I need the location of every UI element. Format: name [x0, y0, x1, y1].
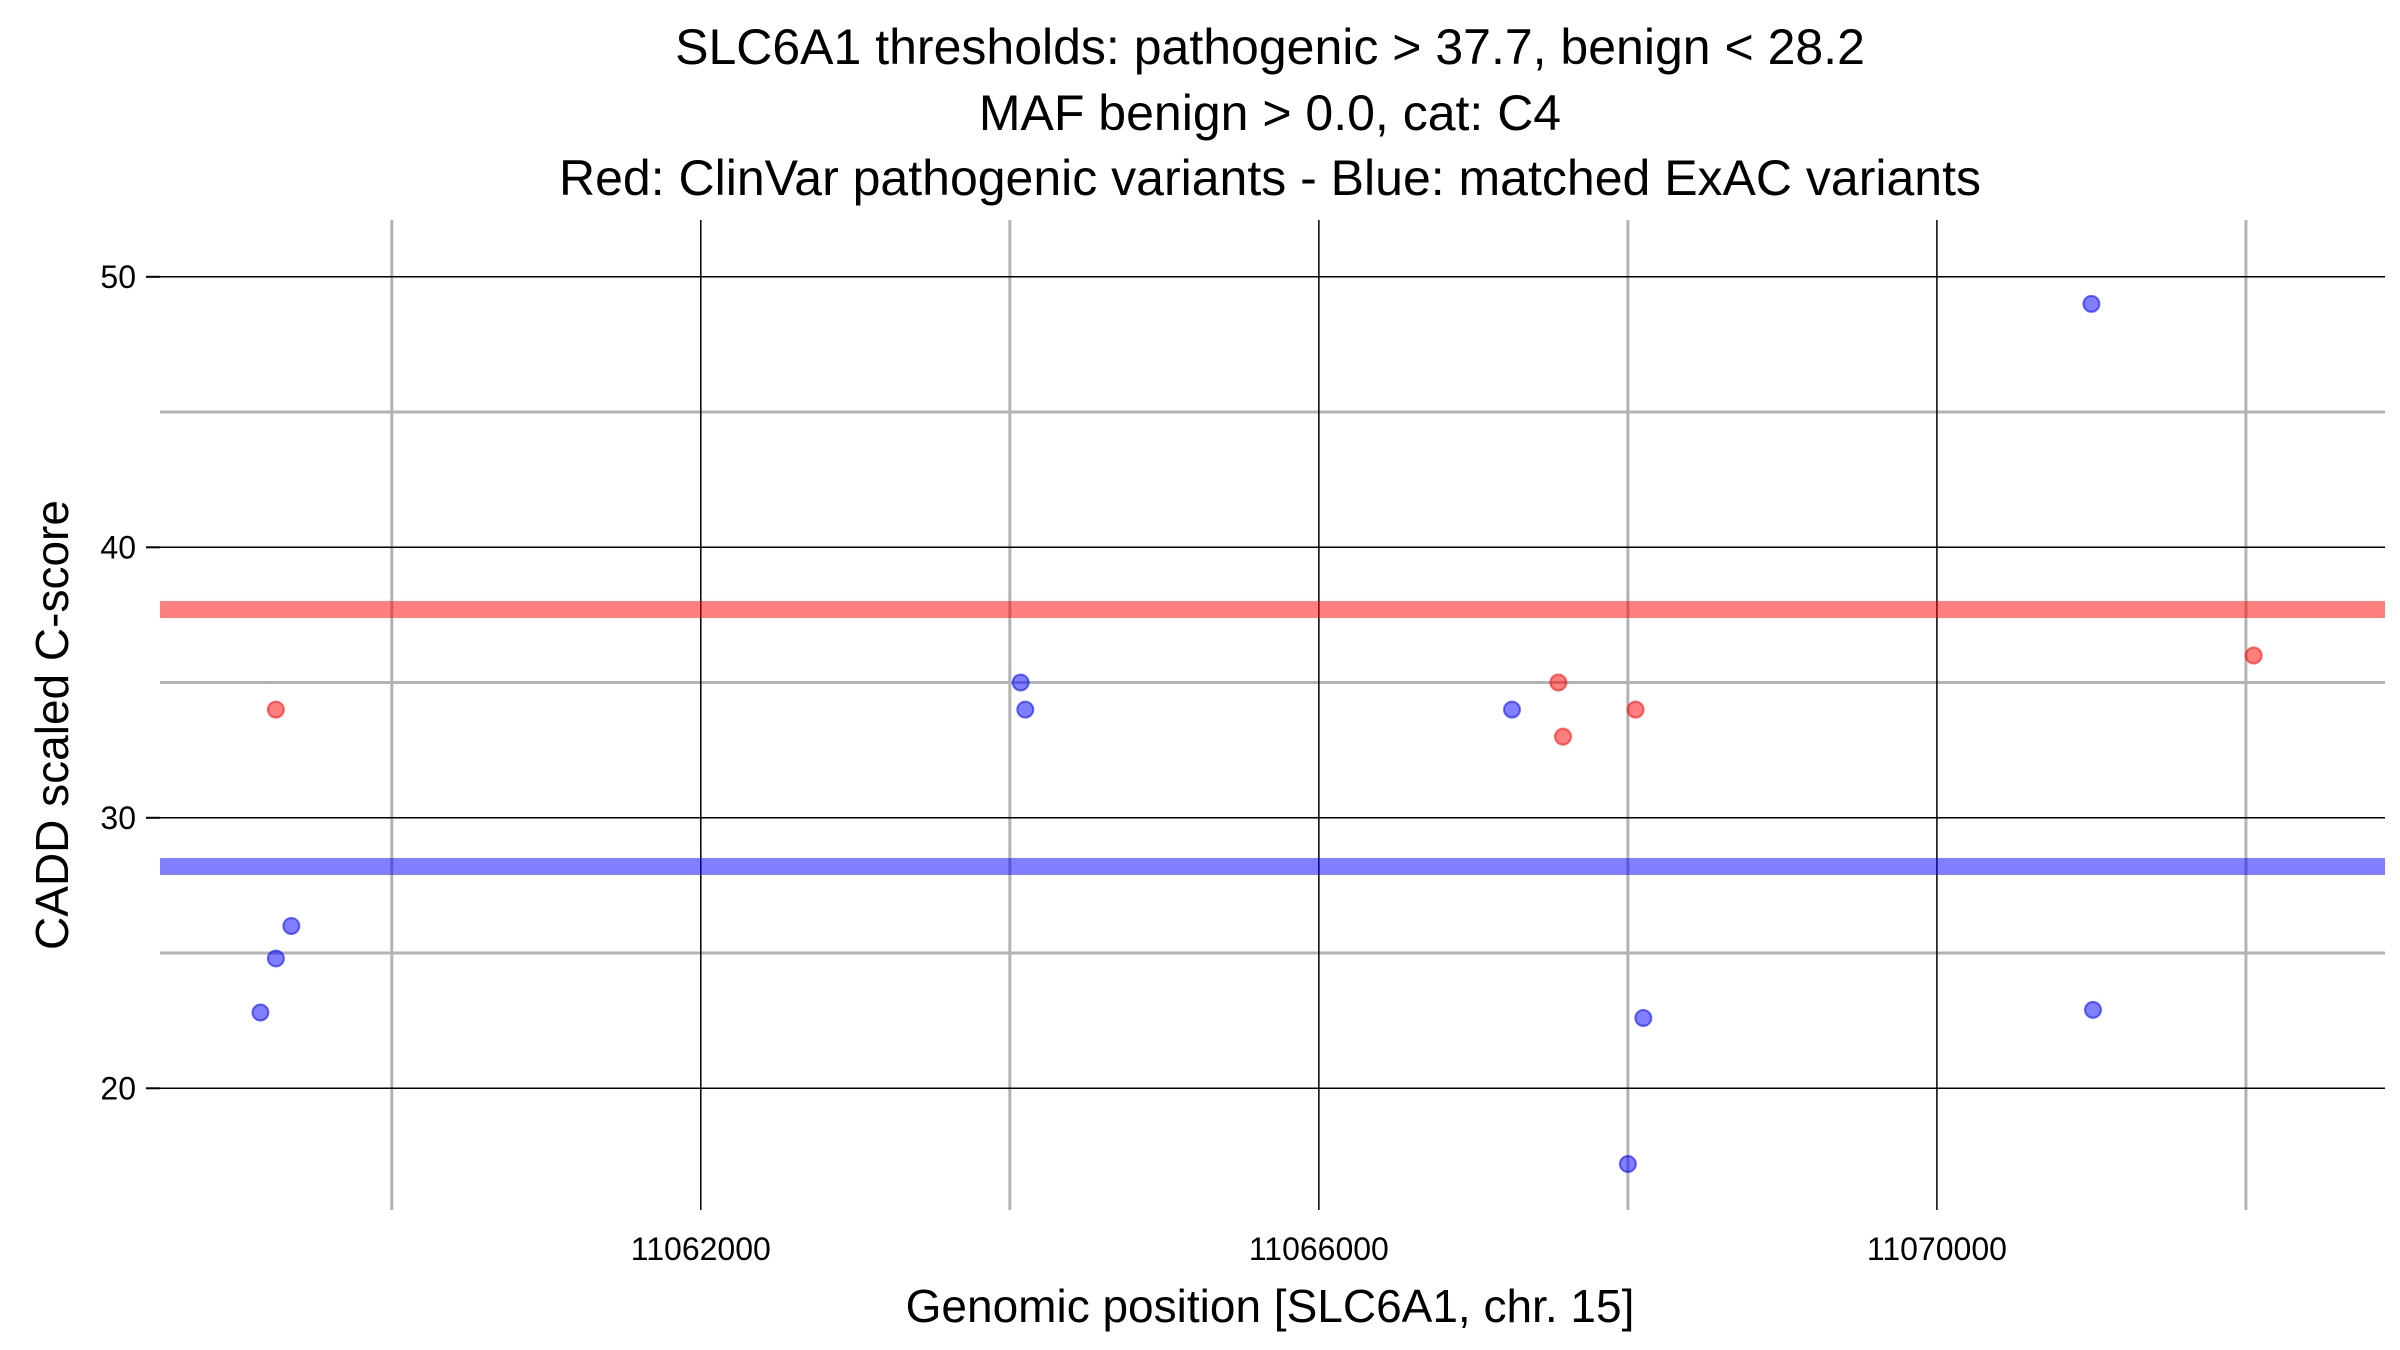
- clinvar-point: [2244, 646, 2263, 665]
- x-tick-label: 11062000: [631, 1231, 771, 1267]
- exac-point: [1011, 673, 1030, 692]
- exac-point: [251, 1003, 270, 1022]
- y-tick-label: 30: [100, 800, 136, 836]
- clinvar-point: [1626, 700, 1645, 719]
- exac-point: [2082, 294, 2101, 313]
- x-axis-ticks: 11062000 11066000 11070000: [631, 1231, 2007, 1267]
- clinvar-point: [1549, 673, 1568, 692]
- clinvar-point: [1553, 727, 1572, 746]
- chart-title: SLC6A1 thresholds: pathogenic > 37.7, be…: [559, 19, 1981, 206]
- exac-point: [1618, 1155, 1637, 1174]
- exac-point: [266, 949, 285, 968]
- title-line-3: Red: ClinVar pathogenic variants - Blue:…: [559, 150, 1981, 206]
- y-tick-label: 40: [100, 529, 136, 565]
- y-tick-label: 20: [100, 1070, 136, 1106]
- title-line-2: MAF benign > 0.0, cat: C4: [979, 85, 1561, 141]
- exac-point: [282, 916, 301, 935]
- y-axis-label: CADD scaled C-score: [26, 500, 78, 950]
- exac-point: [1502, 700, 1521, 719]
- y-axis-ticks: 20 30 40 50: [100, 259, 160, 1106]
- x-axis-label: Genomic position [SLC6A1, chr. 15]: [906, 1280, 1635, 1332]
- x-tick-label: 11070000: [1867, 1231, 2007, 1267]
- exac-point: [1016, 700, 1035, 719]
- x-tick-label: 11066000: [1249, 1231, 1389, 1267]
- major-gridlines: [160, 220, 2385, 1210]
- title-line-1: SLC6A1 thresholds: pathogenic > 37.7, be…: [675, 19, 1865, 75]
- minor-gridlines: [160, 220, 2385, 1210]
- clinvar-point: [266, 700, 285, 719]
- threshold-lines: [160, 601, 2385, 875]
- y-tick-label: 50: [100, 259, 136, 295]
- exac-point: [1634, 1008, 1653, 1027]
- data-points: [251, 294, 2263, 1174]
- exac-point: [2083, 1000, 2102, 1019]
